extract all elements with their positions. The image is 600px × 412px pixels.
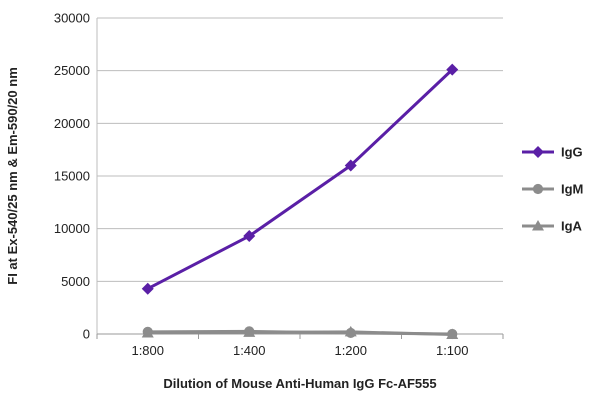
data-point-igm — [142, 326, 153, 337]
x-axis-label: Dilution of Mouse Anti-Human IgG Fc-AF55… — [163, 376, 436, 391]
y-tick-label: 25000 — [54, 63, 90, 78]
legend-marker-igg — [532, 146, 544, 158]
data-point-igm — [447, 328, 458, 340]
y-tick-label: 15000 — [54, 169, 90, 184]
series-line-igg — [147, 68, 454, 291]
data-point-igg — [243, 230, 256, 243]
legend-item-igg: IgG — [522, 145, 583, 160]
legend-item-iga: IgA — [522, 219, 583, 234]
series-line-igm — [147, 329, 453, 336]
series-igg — [141, 63, 459, 295]
x-tick-label: 1:800 — [131, 343, 164, 358]
data-point-igg — [141, 282, 154, 295]
legend-label-igg: IgG — [561, 145, 583, 160]
y-tick-label: 0 — [83, 327, 90, 342]
data-point-igm — [244, 326, 255, 337]
data-point-igg — [446, 63, 459, 76]
data-point-igg — [344, 159, 357, 172]
legend-label-igm: IgM — [561, 182, 583, 197]
legend-label-iga: IgA — [561, 219, 583, 234]
legend-item-igm: IgM — [522, 182, 583, 197]
y-tick-label: 5000 — [61, 274, 90, 289]
y-axis-label: FI at Ex-540/25 nm & Em-590/20 nm — [5, 67, 20, 284]
data-point-igm — [345, 327, 356, 339]
legend-marker-igm — [532, 183, 544, 195]
series-igm — [142, 326, 458, 340]
x-tick-label: 1:100 — [436, 343, 469, 358]
y-tick-label: 20000 — [54, 116, 90, 131]
x-tick-label: 1:200 — [334, 343, 367, 358]
legend-marker-iga — [532, 220, 544, 231]
y-tick-label: 30000 — [54, 11, 90, 26]
x-tick-label: 1:400 — [233, 343, 266, 358]
y-tick-label: 10000 — [54, 221, 90, 236]
